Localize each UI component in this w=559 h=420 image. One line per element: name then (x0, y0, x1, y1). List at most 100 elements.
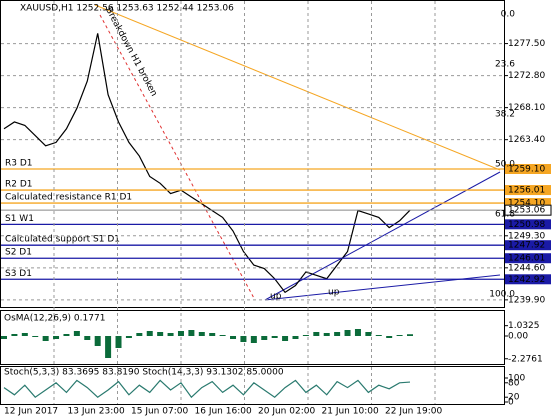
x-tick-label: 13 Jun 23:00 (68, 407, 125, 417)
y-tick-label: 20 (508, 393, 520, 403)
y-tick-label: 1239.90 (508, 295, 545, 305)
level-name: S2 D1 (5, 248, 32, 258)
level-box (505, 274, 551, 285)
stoch-title: Stoch(5,3,3) 83.3695 83.8190 Stoch(14,3,… (4, 368, 284, 378)
y-tick-label: 80 (508, 378, 520, 388)
level-name: S3 D1 (5, 269, 32, 279)
bar (250, 336, 257, 343)
y-tick-label: 0.00 (508, 332, 528, 342)
bar (271, 336, 278, 338)
bar (146, 331, 153, 336)
level-name: S1 W1 (5, 214, 34, 224)
bar (53, 336, 60, 339)
bar (94, 336, 101, 346)
bar (261, 336, 268, 340)
bar (105, 336, 112, 358)
fib-label: 50.0 (495, 160, 515, 170)
trend-line (94, 4, 501, 171)
x-tick-label: 20 Jun 02:00 (258, 407, 315, 417)
last-price-label: 1253.06 (508, 206, 545, 216)
bar (240, 336, 247, 342)
bar (313, 332, 320, 336)
bar (21, 333, 28, 336)
bar (365, 332, 372, 336)
fib-label: 61.8 (495, 210, 515, 220)
bar (354, 329, 361, 336)
x-tick-label: 12 Jun 2017 (4, 407, 58, 417)
y-tick-label: -2.2761 (508, 354, 543, 364)
y-tick-label: 1.0325 (508, 321, 540, 331)
y-tick-label: 100 (508, 374, 525, 384)
bar (125, 336, 132, 338)
fib-label: 0.0 (501, 10, 516, 20)
y-tick-label: 0 (508, 398, 514, 408)
bar (282, 336, 289, 341)
main-pane (0, 0, 505, 308)
bar (73, 331, 80, 336)
bar (1, 336, 7, 339)
fib-line (99, 14, 256, 301)
bar (323, 333, 330, 336)
level-value: 1250.98 (508, 220, 545, 230)
bar (344, 330, 351, 336)
level-value: 1246.01 (508, 254, 545, 264)
level-name: Calculated support S1 D1 (5, 235, 120, 245)
bar (63, 334, 70, 336)
fib-label: 23.6 (495, 60, 515, 70)
stoch-pane (0, 366, 505, 405)
bar (84, 336, 91, 340)
chart-title: XAUUSD,H1 1252.56 1253.63 1252.44 1253.0… (20, 4, 234, 14)
bar (42, 336, 49, 341)
x-tick-label: 15 Jun 07:00 (131, 407, 188, 417)
price-line (3, 379, 411, 399)
fib-label: 38.2 (495, 110, 515, 120)
y-tick-label: 1263.40 (508, 135, 545, 145)
marker-label: up (270, 292, 282, 302)
y-tick-label: 1272.80 (508, 71, 545, 81)
bar (396, 335, 403, 336)
bar (219, 335, 226, 336)
level-box (505, 163, 551, 174)
bar (188, 330, 195, 336)
bar (177, 331, 184, 336)
price-line (3, 33, 411, 294)
level-value: 1247.92 (508, 241, 545, 251)
bar (32, 336, 39, 337)
bar (386, 336, 393, 338)
bar (292, 336, 299, 339)
bar (302, 335, 309, 336)
level-name: Calculated resistance R1 D1 (5, 193, 132, 203)
level-value: 1259.10 (508, 164, 545, 174)
bar (115, 336, 122, 348)
y-tick-label: 1244.60 (508, 263, 545, 273)
bar (334, 332, 341, 336)
level-value: 1254.10 (508, 199, 545, 209)
bar (198, 332, 205, 336)
level-box (505, 253, 551, 264)
bar (11, 334, 18, 336)
bar (407, 334, 413, 336)
x-tick-label: 22 Jun 19:00 (385, 407, 442, 417)
level-name: R2 D1 (5, 180, 33, 190)
level-box (505, 219, 551, 230)
level-value: 1242.92 (508, 275, 545, 285)
bar (167, 333, 174, 336)
level-value: 1256.01 (508, 186, 545, 196)
fib-label: 100.0 (489, 290, 515, 300)
bar (157, 332, 164, 336)
level-box (505, 185, 551, 196)
osma-pane (0, 310, 505, 365)
bar (209, 333, 216, 336)
last-box (504, 204, 552, 216)
x-tick-label: 21 Jun 10:00 (322, 407, 379, 417)
y-tick-label: 1249.30 (508, 231, 545, 241)
bar (375, 335, 382, 336)
y-tick-label: 1277.50 (508, 39, 545, 49)
level-box (505, 198, 551, 209)
level-name: R3 D1 (5, 158, 33, 168)
y-tick-label: 1268.10 (508, 103, 545, 113)
marker-label: up (328, 288, 340, 298)
level-box (505, 240, 551, 251)
bar (230, 336, 237, 339)
